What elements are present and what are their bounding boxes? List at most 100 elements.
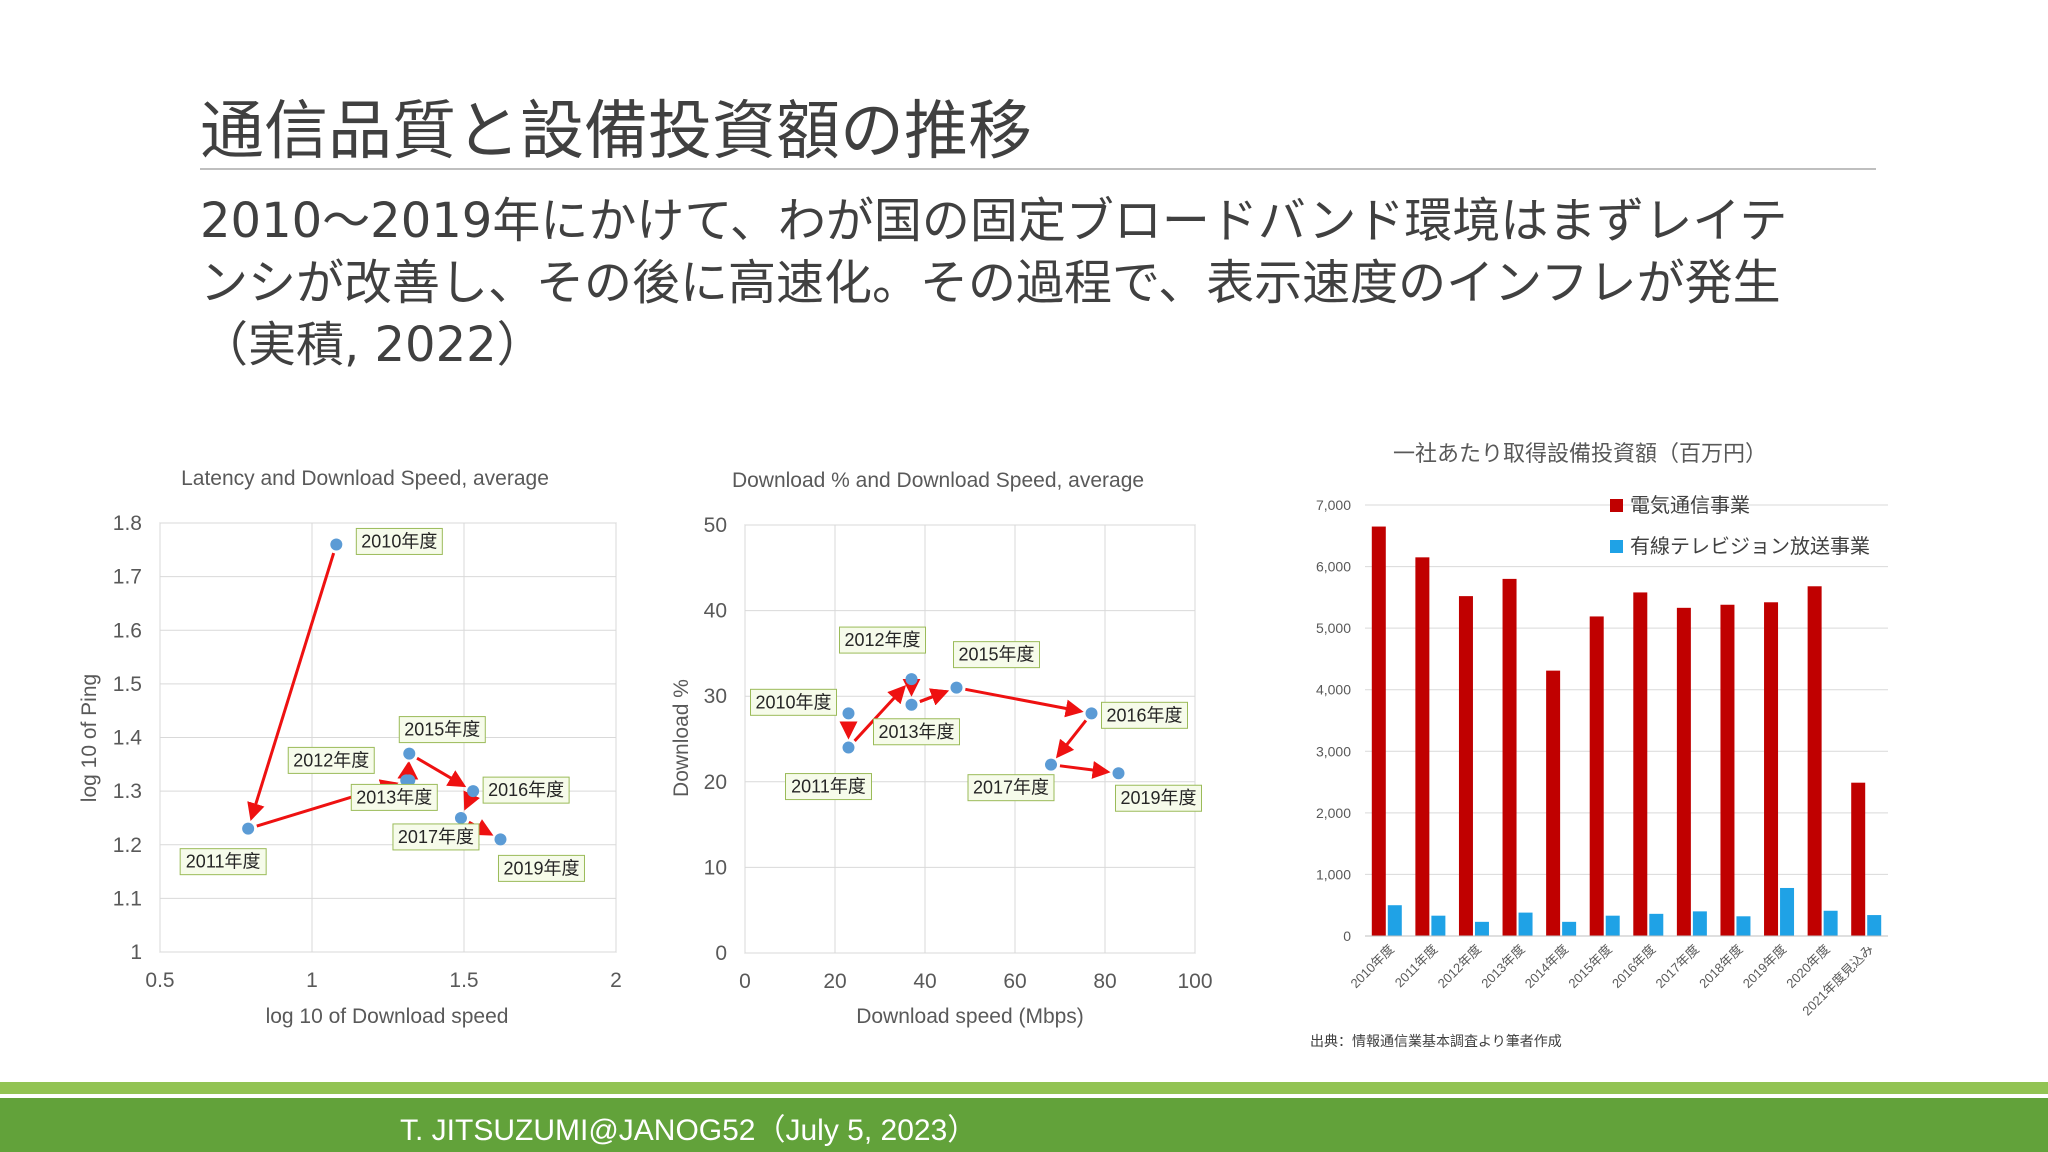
data-label-box <box>839 626 926 654</box>
x-axis-label: log 10 of Download speed <box>266 1005 509 1028</box>
data-point <box>842 707 855 720</box>
data-label-box <box>967 774 1055 802</box>
trend-arrow <box>463 790 480 811</box>
footer-accent-bar <box>0 1082 2048 1094</box>
data-label: 2013年度 <box>356 787 432 807</box>
title-divider <box>200 168 1876 170</box>
y-tick-label: 1,000 <box>1316 866 1351 882</box>
y-tick-label: 1.2 <box>113 834 142 857</box>
plot-area <box>744 524 1196 954</box>
x-tick-label: 0 <box>739 970 751 993</box>
trend-arrow <box>1055 719 1088 759</box>
bar-cable <box>1823 910 1838 936</box>
x-tick-label: 2017年度 <box>1653 942 1702 991</box>
data-label: 2017年度 <box>398 827 474 847</box>
x-tick-label: 2019年度 <box>1740 942 1789 991</box>
bar-telecom <box>1458 596 1473 936</box>
trend-arrow <box>965 687 1084 718</box>
data-label: 2017年度 <box>973 778 1049 798</box>
bar-cable <box>1518 912 1533 936</box>
legend-swatch <box>1610 540 1623 553</box>
data-point <box>242 822 255 835</box>
data-label-box <box>953 641 1040 669</box>
trend-arrow <box>247 552 336 822</box>
data-point <box>905 673 918 686</box>
x-tick-label: 1 <box>306 969 318 992</box>
legend-label: 有線テレビジョン放送事業 <box>1630 535 1870 558</box>
data-label-box <box>750 688 837 716</box>
bar-telecom <box>1371 526 1386 936</box>
bar-telecom <box>1676 607 1691 936</box>
capex-bar-chart: 一社あたり取得設備投資額（百万円） 出典：情報通信業基本調査より筆者作成 0 1,… <box>1310 441 1888 1049</box>
x-tick-label: 2013年度 <box>1478 942 1527 991</box>
chart-title: 一社あたり取得設備投資額（百万円） <box>1393 441 1767 466</box>
data-point <box>1085 707 1098 720</box>
x-tick-label: 2 <box>610 969 622 992</box>
data-point <box>950 681 963 694</box>
y-tick-label: 7,000 <box>1316 497 1351 513</box>
subtitle-line: （実積, 2022） <box>200 317 545 373</box>
bar-cable <box>1387 905 1402 936</box>
trend-arrow <box>397 761 416 781</box>
data-point <box>842 741 855 754</box>
bar-telecom <box>1851 782 1866 936</box>
data-label-box <box>1115 784 1202 812</box>
data-label: 2016年度 <box>488 780 564 800</box>
y-tick-label: 1.8 <box>113 512 142 535</box>
x-tick-label: 100 <box>1177 970 1212 993</box>
subtitle-line: ンシが改善し、その後に高速化。その過程で、表示速度のインフレが発生 <box>200 255 1781 311</box>
data-point <box>905 698 918 711</box>
trend-arrow <box>919 688 950 706</box>
data-label-box <box>350 783 438 811</box>
x-tick-label: 40 <box>913 970 936 993</box>
y-tick-label: 40 <box>704 600 727 623</box>
footer-text: T. JITSUZUMI@JANOG52（July 5, 2023） <box>400 1114 978 1147</box>
chart-title: Download % and Download Speed, average <box>732 469 1144 492</box>
data-point <box>454 811 467 824</box>
y-tick-label: 1.1 <box>113 887 142 910</box>
y-tick-label: 1.5 <box>113 673 142 696</box>
bar-cable <box>1692 911 1707 936</box>
slide-subtitle: 2010〜2019年にかけて、わが国の固定ブロードバンド環境はまずレイテ ンシが… <box>200 190 1900 376</box>
x-tick-label: 0.5 <box>145 969 174 992</box>
y-tick-label: 20 <box>704 771 727 794</box>
data-point <box>1112 767 1125 780</box>
data-label-box <box>482 776 570 804</box>
data-label-box <box>355 527 443 555</box>
data-point <box>494 833 507 846</box>
y-axis-label: log 10 of Ping <box>78 674 101 802</box>
x-tick-label: 80 <box>1093 970 1116 993</box>
data-label-box <box>179 848 267 876</box>
y-tick-label: 10 <box>704 856 727 879</box>
data-label: 2019年度 <box>503 858 579 878</box>
data-label: 2015年度 <box>958 645 1034 665</box>
x-tick-label: 2012年度 <box>1435 942 1484 991</box>
y-tick-label: 1.7 <box>113 566 142 589</box>
y-tick-label: 50 <box>704 514 727 537</box>
x-tick-label: 2010年度 <box>1347 942 1396 991</box>
data-point <box>1045 758 1057 771</box>
bar-telecom <box>1764 602 1779 936</box>
y-axis-label: Download % <box>670 679 693 797</box>
legend-swatch <box>1610 499 1623 512</box>
bar-cable <box>1649 913 1664 936</box>
y-tick-label: 0 <box>715 942 727 965</box>
x-tick-label: 1.5 <box>449 969 478 992</box>
y-tick-label: 5,000 <box>1316 620 1351 636</box>
bar-cable <box>1867 915 1882 936</box>
y-tick-label: 30 <box>704 685 727 708</box>
source-note: 出典：情報通信業基本調査より筆者作成 <box>1310 1033 1562 1049</box>
y-tick-label: 3,000 <box>1316 743 1351 759</box>
data-label: 2012年度 <box>293 750 369 770</box>
data-label: 2016年度 <box>1106 705 1182 725</box>
trend-arrow <box>853 684 907 742</box>
bar-cable <box>1562 921 1577 936</box>
x-tick-label: 2014年度 <box>1522 942 1571 991</box>
data-point <box>467 785 480 798</box>
legend-label: 電気通信事業 <box>1630 494 1750 517</box>
y-tick-label: 4,000 <box>1316 682 1351 698</box>
bar-cable <box>1431 915 1446 936</box>
y-tick-label: 1 <box>130 941 142 964</box>
bar-cable <box>1605 915 1620 936</box>
data-point <box>403 747 416 760</box>
